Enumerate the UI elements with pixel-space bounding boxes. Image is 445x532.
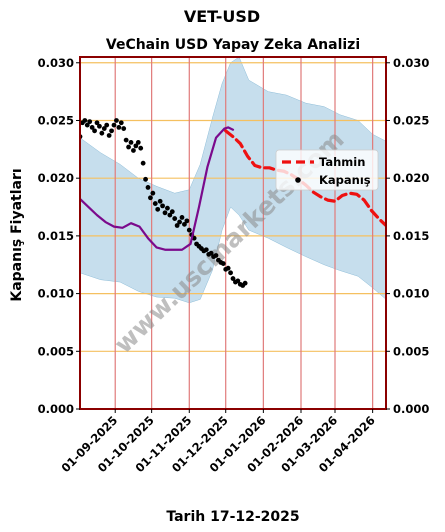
closing-price-point [87,119,93,125]
closing-price-point [228,270,233,276]
y-tick-label-left: 0.010 [38,287,74,301]
closing-price-point [111,122,117,128]
closing-price-point [157,198,163,204]
plot-frame [79,56,387,410]
closing-price-point [172,216,178,221]
y-tick-label-left: 0.005 [38,344,74,358]
closing-price-point [138,145,144,151]
closing-price-point [106,133,112,138]
closing-price-point [150,190,156,196]
closing-price-point [179,215,185,220]
chart-title: VeChain USD Yapay Zeka Analizi [106,37,360,53]
model-trend-line [80,126,235,251]
x-axis-label: Tarih 17-12-2025 [166,509,299,525]
closing-price-point [182,221,187,227]
legend-closing-label: Kapanış [319,173,371,187]
closing-price-point [169,209,175,215]
closing-price-point [213,253,219,258]
closing-price-point [128,140,134,145]
closing-price-point [167,212,173,218]
y-tick-label-right: 0.030 [393,56,429,70]
closing-price-point [208,250,214,256]
closing-price-point [160,203,165,209]
y-tick-label-right: 0.015 [393,229,429,243]
closing-price-point [126,144,131,150]
closing-price-point [84,122,90,128]
closing-price-point [155,206,161,212]
closing-price-point [109,128,114,134]
y-tick-label-left: 0.000 [38,402,74,416]
y-axis-label: Kapanış Fiyatları [9,168,25,301]
closing-price-point [184,218,190,224]
closing-price-point [114,118,119,123]
closing-price-point [177,219,182,225]
y-tick-label-left: 0.015 [38,229,74,243]
y-tick-label-right: 0.005 [393,344,429,358]
closing-price-point [133,143,139,149]
closing-price-point [101,126,107,131]
closing-price-point [121,126,127,131]
closing-price-point [225,265,231,271]
closing-price-point [145,185,151,190]
closing-price-point [99,130,105,136]
closing-price-point [186,227,192,233]
y-tick-label-right: 0.020 [393,171,429,185]
closing-price-point [235,278,241,284]
closing-price-point [92,128,97,134]
closing-price-point [148,195,153,201]
closing-price-point [152,201,158,206]
y-tick-label-right: 0.010 [393,287,429,301]
closing-price-point [203,247,209,253]
closing-price-point [174,223,180,228]
closing-price-point [140,160,146,166]
closing-price-point [143,176,148,182]
legend: Tahmin Kapanış [275,149,379,191]
closing-price-point [131,148,136,153]
closing-price-point [97,123,102,129]
y-tick-label-right: 0.000 [393,402,429,416]
closing-price-point [135,140,141,145]
y-tick-label-right: 0.025 [393,113,429,127]
y-tick-label-left: 0.025 [38,113,74,127]
closing-price-point [94,120,100,126]
chart-suptitle: VET-USD [184,7,260,26]
legend-forecast-label: Tahmin [319,155,365,169]
closing-price-point [165,205,170,211]
plot-area: www.uscmarkets.com [80,57,386,409]
closing-price-point [162,210,168,216]
closing-price-point [89,125,95,130]
closing-price-point [82,118,88,123]
y-tick-label-left: 0.030 [38,56,74,70]
legend-box [275,149,379,191]
y-tick-label-left: 0.020 [38,171,74,185]
closing-price-point [104,122,110,128]
closing-price-point [118,120,124,126]
closing-price-point [116,125,122,130]
closing-price-point [242,280,248,286]
closing-price-point [230,276,236,281]
closing-price-point [220,261,226,266]
legend-closing-swatch [295,177,301,183]
closing-price-point [123,137,129,143]
